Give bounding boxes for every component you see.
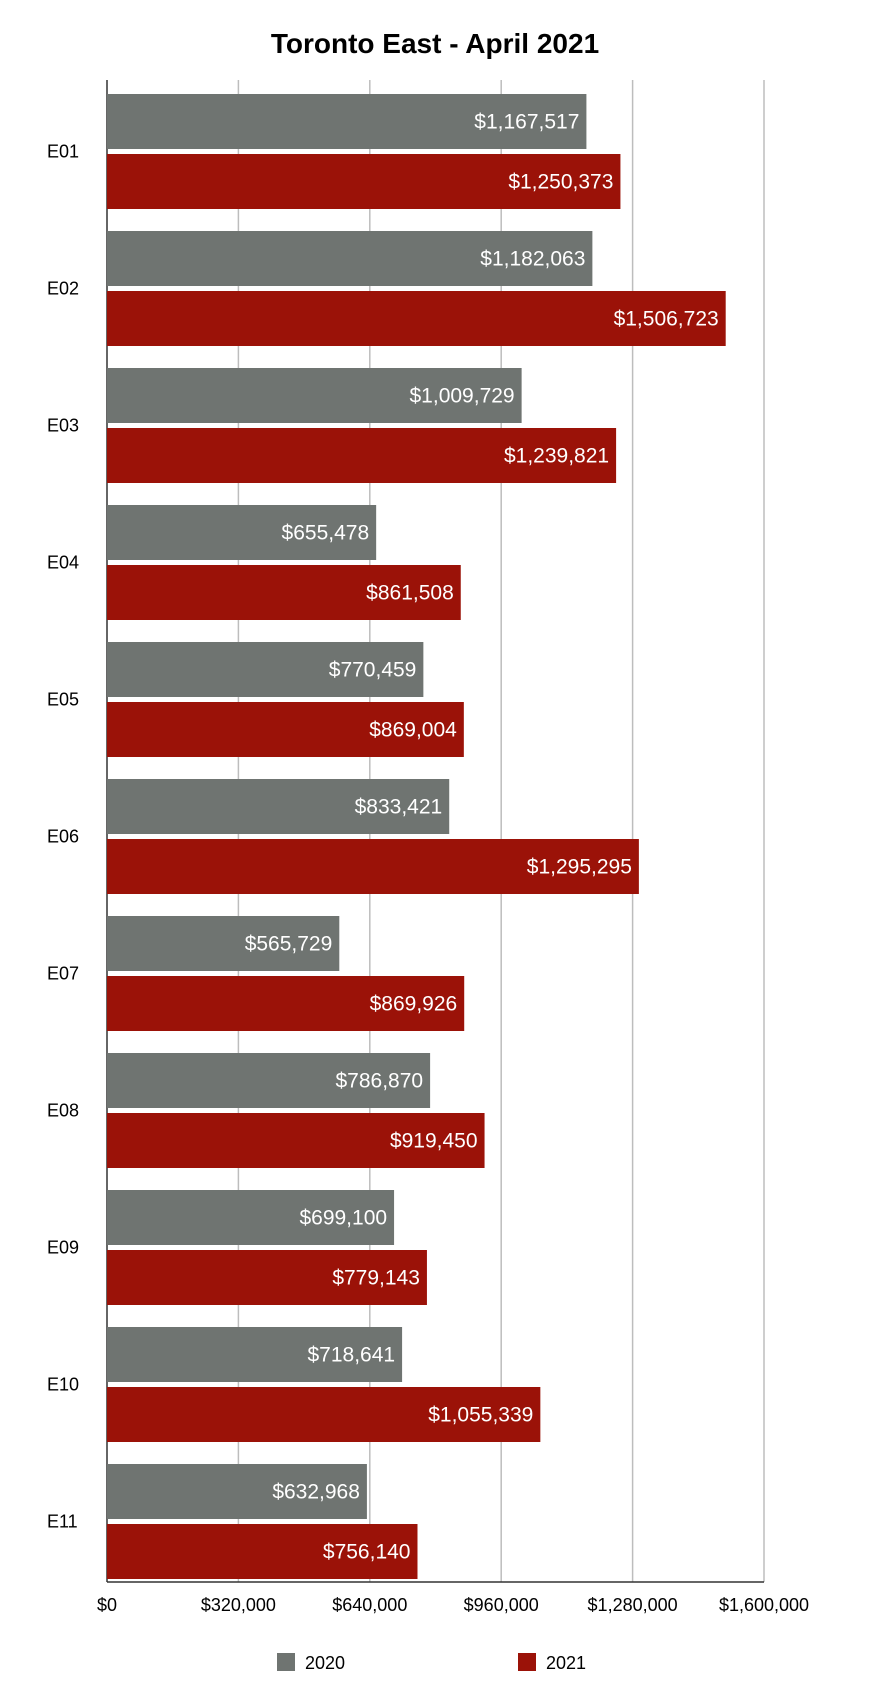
data-label: $1,239,821 [504, 445, 609, 468]
category-label: E10 [47, 1375, 79, 1395]
bar-2021-e07 [107, 976, 465, 1031]
bars [107, 94, 726, 1579]
category-label: E02 [47, 279, 79, 299]
data-label: $655,478 [282, 522, 370, 545]
bar-2020-e03 [107, 368, 522, 423]
x-tick-label: $1,280,000 [588, 1595, 678, 1615]
category-axis-labels: E01 E02 E03 E04 E05 E06 E07 E08 E09 E10 E11 [47, 142, 79, 1532]
bar-2021-e08 [107, 1113, 485, 1168]
data-label: $1,506,723 [614, 308, 719, 331]
bar-2021-e02 [107, 291, 726, 346]
data-label: $1,009,729 [410, 385, 515, 408]
data-label: $1,055,339 [428, 1404, 533, 1427]
category-label: E03 [47, 416, 79, 436]
bar-2020-e06 [107, 779, 450, 834]
data-label: $699,100 [299, 1207, 387, 1230]
data-label: $770,459 [329, 659, 417, 682]
data-label: $756,140 [323, 1541, 411, 1564]
x-tick-label: $0 [97, 1595, 117, 1615]
bar-2021-e09 [107, 1250, 427, 1305]
data-label: $786,870 [336, 1070, 424, 1093]
bar-2021-e05 [107, 702, 464, 757]
data-label: $779,143 [332, 1267, 420, 1290]
data-label: $565,729 [245, 933, 333, 956]
x-tick-label: $1,600,000 [719, 1595, 809, 1615]
bar-2020-e01 [107, 94, 587, 149]
bar-2021-e06 [107, 839, 639, 894]
data-label: $919,450 [390, 1130, 478, 1153]
bar-2021-e10 [107, 1387, 541, 1442]
legend-label-2021: 2021 [546, 1653, 586, 1673]
category-label: E05 [47, 690, 79, 710]
legend-label-2020: 2020 [305, 1653, 345, 1673]
data-label: $718,641 [307, 1344, 395, 1367]
bar-2020-e11 [107, 1464, 367, 1519]
data-label: $1,250,373 [508, 171, 613, 194]
category-label: E09 [47, 1238, 79, 1258]
bar-2021-e11 [107, 1524, 418, 1579]
data-label: $632,968 [272, 1481, 360, 1504]
bar-2020-e09 [107, 1190, 395, 1245]
x-tick-label: $320,000 [201, 1595, 276, 1615]
data-label: $833,421 [355, 796, 443, 819]
bar-2020-e02 [107, 231, 593, 286]
category-label: E11 [47, 1512, 78, 1532]
data-label: $1,295,295 [527, 856, 632, 879]
category-label: E07 [47, 964, 79, 984]
bar-2020-e05 [107, 642, 424, 697]
x-tick-label: $640,000 [332, 1595, 407, 1615]
bar-2020-e10 [107, 1327, 403, 1382]
data-label: $869,004 [369, 719, 457, 742]
bar-2020-e04 [107, 505, 377, 560]
value-axis-tick-labels: $0 $320,000 $640,000 $960,000 $1,280,000 $1,6… [97, 1595, 809, 1615]
bar-2021-e03 [107, 428, 617, 483]
data-label: $1,182,063 [480, 248, 585, 271]
legend-swatch-2021 [518, 1653, 536, 1671]
bar-2020-e08 [107, 1053, 431, 1108]
data-labels: $1,167,517 $1,250,373 $1,182,063 $1,506,723… [245, 111, 719, 1564]
bar-2021-e04 [107, 565, 461, 620]
data-label: $869,926 [370, 993, 458, 1016]
category-label: E08 [47, 1101, 79, 1121]
bar-2021-e01 [107, 154, 621, 209]
legend-swatch-2020 [277, 1653, 295, 1671]
data-label: $1,167,517 [474, 111, 579, 134]
legend: 2020 2021 [277, 1653, 586, 1673]
chart-title: Toronto East - April 2021 [271, 28, 599, 59]
category-label: E06 [47, 827, 79, 847]
data-label: $861,508 [366, 582, 454, 605]
x-tick-label: $960,000 [464, 1595, 539, 1615]
category-label: E01 [47, 142, 79, 162]
bar-2020-e07 [107, 916, 340, 971]
category-label: E04 [47, 553, 79, 573]
